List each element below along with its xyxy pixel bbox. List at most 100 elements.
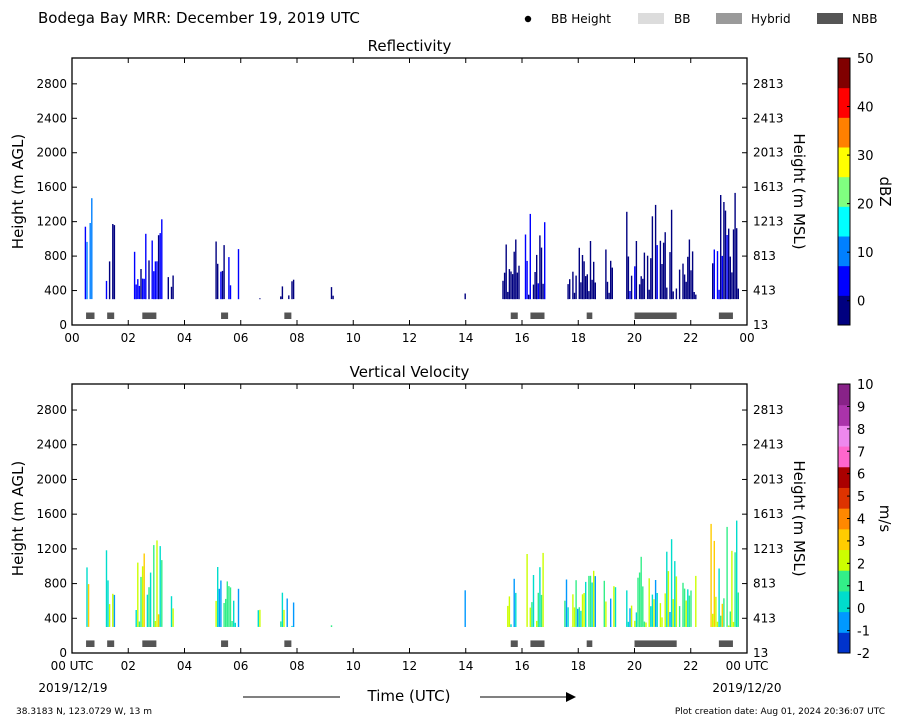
echo-period-15 (710, 520, 739, 627)
time-arrow-head (566, 692, 576, 702)
echo-period-7 (330, 625, 333, 627)
echo-streak (586, 274, 588, 300)
echo-period-3 (170, 596, 174, 627)
colorbar: -2 -1 0 1 2 3 4 5 6 7 8 9 10 (837, 378, 874, 662)
echo-streak (637, 577, 639, 627)
echo-streak (141, 278, 144, 300)
echo-streak (734, 552, 736, 627)
echo-streak (529, 607, 531, 627)
y-tick-label-right: 2013 (753, 146, 784, 160)
echo-streak (594, 282, 596, 300)
echo-period-0 (86, 567, 90, 627)
echo-streak (145, 233, 147, 300)
plot-creation-date: Plot creation date: Aug 01, 2024 20:36:0… (675, 707, 885, 717)
x-tick-label: 02 (121, 659, 136, 673)
echo-streak (228, 586, 230, 627)
echo-period-12 (605, 249, 613, 300)
colorbar-frame (837, 57, 851, 326)
echo-streak (259, 609, 261, 627)
echo-streak (217, 567, 219, 627)
echo-streak (578, 607, 580, 627)
echo-streak (666, 551, 668, 627)
y-tick-label-right: 1613 (753, 507, 784, 521)
echo-streak (683, 588, 686, 627)
nbb-marker-3 (221, 640, 229, 647)
colorbar-tick-label: 10 (857, 246, 874, 261)
echo-period-4 (215, 241, 240, 300)
echo-streak (567, 284, 569, 300)
echo-streak (537, 283, 539, 300)
echo-streak (724, 210, 727, 300)
echo-streak (605, 249, 607, 300)
nbb-marker-4 (284, 640, 292, 647)
echo-streak (154, 261, 157, 300)
colorbar-label: dBZ (876, 176, 894, 206)
nbb-markers (86, 312, 733, 319)
echo-streak (536, 254, 538, 300)
echo-streak (464, 590, 466, 627)
echo-streak (228, 257, 230, 300)
y-tick-label-right: 813 (753, 249, 776, 263)
echo-streak (661, 617, 663, 627)
echo-streak (685, 281, 687, 300)
colorbar-tick-label: 4 (857, 513, 865, 528)
x-tick-label: 08 (289, 331, 304, 345)
y-tick-label-left: 2800 (36, 403, 67, 417)
echo-streak (89, 223, 91, 300)
echo-streak (588, 291, 590, 300)
echo-streak (218, 588, 220, 627)
echo-streak (672, 291, 674, 300)
echo-streak (726, 526, 728, 627)
echo-streak (133, 251, 136, 300)
echo-period-11 (567, 241, 596, 300)
echo-streak (529, 213, 531, 300)
panel-title: Vertical Velocity (350, 363, 470, 381)
echo-streak (223, 245, 225, 300)
echo-streak (729, 611, 731, 627)
echo-streak (292, 279, 295, 300)
echo-streak (693, 292, 695, 300)
echo-streak (669, 612, 671, 627)
y-tick-label-left: 0 (59, 318, 67, 332)
echo-streak (678, 606, 681, 627)
echo-streak (659, 603, 662, 627)
colorbar-tick-label: 1 (857, 580, 865, 595)
echo-streak (564, 600, 566, 627)
echo-streak (664, 232, 666, 300)
colorbar-tick-label: 10 (857, 378, 874, 393)
echo-streak (716, 251, 719, 300)
colorbar-segment (838, 611, 850, 633)
echo-streak (534, 272, 536, 300)
y-axis-title-left: Height (m AGL) (9, 461, 27, 576)
echo-streak (135, 610, 137, 627)
panel-title: Reflectivity (368, 37, 452, 55)
nbb-marker-2 (142, 312, 157, 319)
nbb-marker-7 (586, 312, 593, 319)
echo-streak (591, 279, 593, 300)
colorbar-segment (838, 425, 850, 447)
colorbar-segment (838, 176, 850, 207)
echo-streak (516, 272, 519, 300)
echo-streak (635, 241, 638, 300)
echo-streak (135, 284, 137, 300)
y-tick-label-right: 413 (753, 284, 776, 298)
echo-streak (508, 596, 511, 627)
echo-streak (580, 610, 582, 627)
echo-streak (159, 546, 161, 627)
echo-streak (503, 272, 506, 300)
x-tick-label: 00 UTC (726, 659, 769, 673)
colorbar-tick-label: 7 (857, 445, 865, 460)
echo-streak (626, 211, 628, 300)
colorbar-segment (838, 236, 850, 267)
echo-period-6 (280, 279, 295, 300)
colorbar-segment (838, 570, 850, 592)
x-tick-label: 20 (627, 331, 642, 345)
legend-swatch-1 (638, 13, 664, 24)
nbb-marker-6 (530, 312, 545, 319)
nbb-marker-3 (221, 312, 229, 319)
y-tick-label-right: 13 (753, 318, 768, 332)
nbb-marker-9 (718, 640, 733, 647)
echo-streak (330, 287, 333, 300)
y-tick-label-right: 413 (753, 611, 776, 625)
y-tick-label-right: 1213 (753, 215, 784, 229)
